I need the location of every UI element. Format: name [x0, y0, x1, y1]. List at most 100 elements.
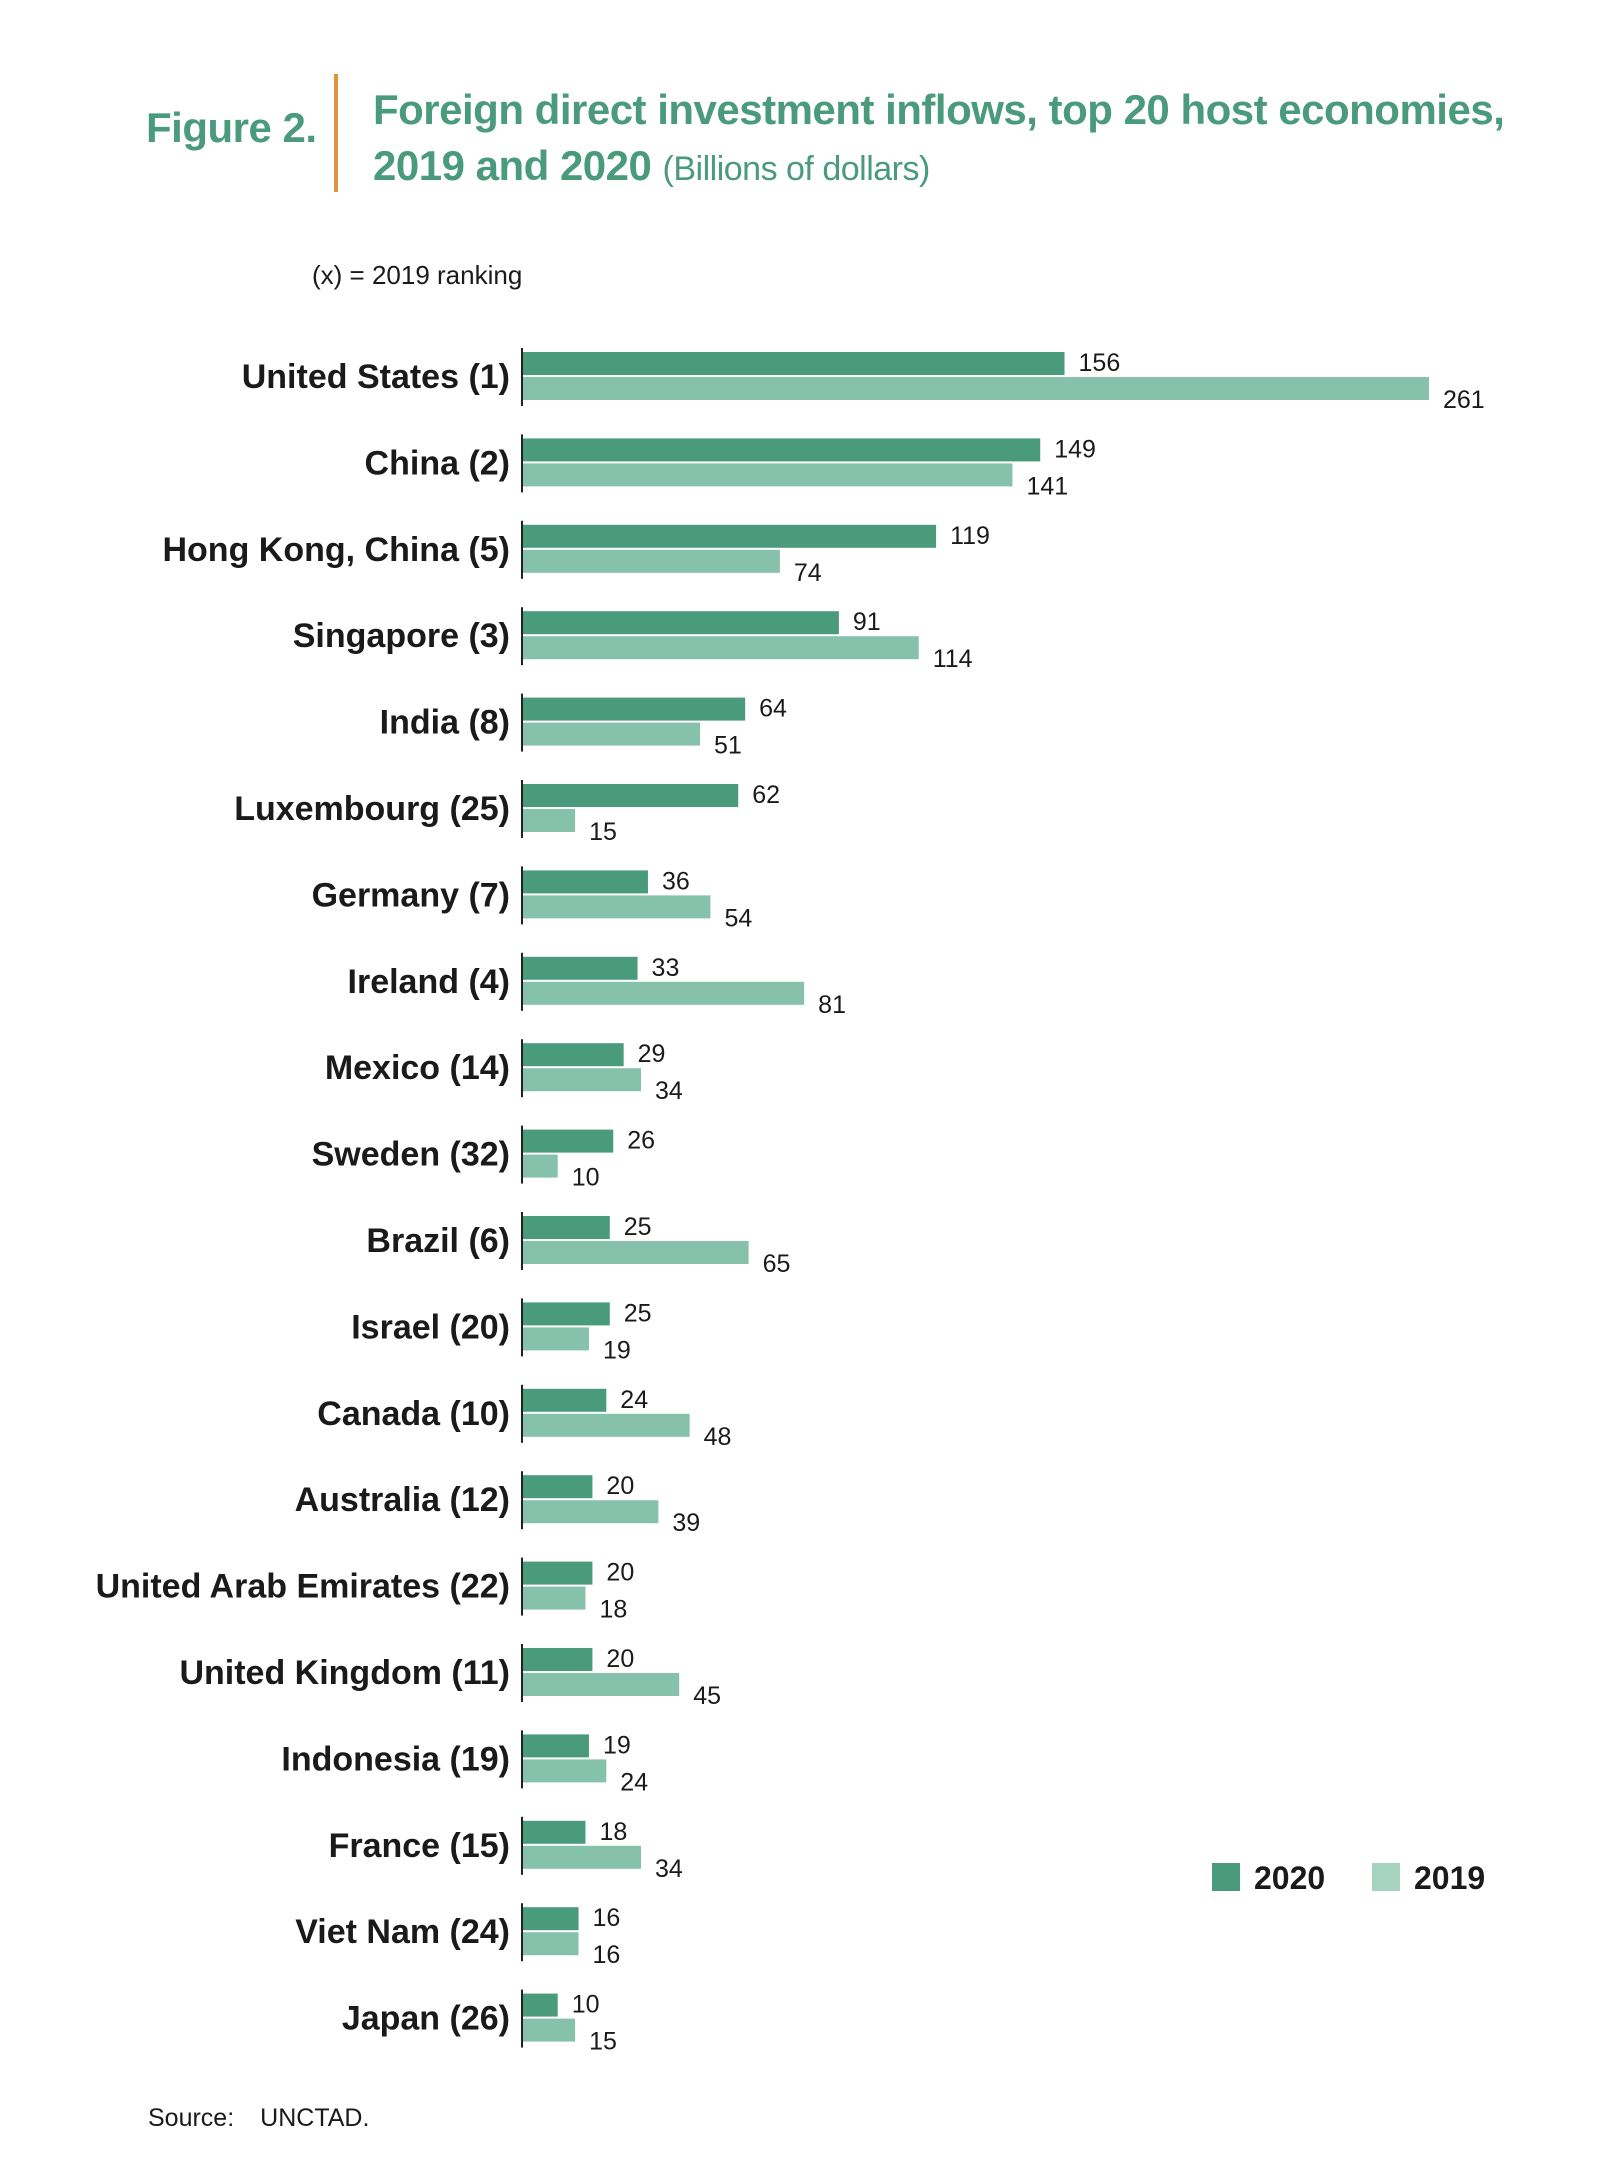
bar-2019-germany-7 [523, 895, 711, 919]
value-label-2020-hong-kong-china-5: 119 [950, 522, 990, 550]
category-label-france-15: France (15) [329, 1827, 510, 1865]
value-label-2019-china-2: 141 [1026, 472, 1068, 500]
value-label-2019-brazil-6: 65 [763, 1250, 791, 1278]
category-label-united-kingdom-11: United Kingdom (11) [179, 1654, 510, 1692]
bar-2019-mexico-14 [523, 1068, 642, 1092]
bar-2020-singapore-3 [523, 611, 839, 635]
value-label-2020-germany-7: 36 [662, 867, 690, 895]
title-divider [334, 74, 338, 192]
value-label-2019-luxembourg-25: 15 [589, 818, 617, 846]
bar-2020-sweden-32 [523, 1129, 614, 1153]
value-label-2019-sweden-32: 10 [572, 1164, 600, 1192]
value-label-2020-china-2: 149 [1054, 435, 1096, 463]
value-label-2020-viet-nam-24: 16 [593, 1904, 621, 1932]
bar-2020-india-8 [523, 697, 746, 721]
bar-2020-luxembourg-25 [523, 784, 739, 807]
legend-swatch-2019 [1372, 1863, 1400, 1891]
value-label-2020-singapore-3: 91 [853, 608, 881, 636]
legend-label-2020: 2020 [1254, 1860, 1325, 1896]
value-label-2019-united-states-1: 261 [1443, 386, 1485, 414]
bar-2020-china-2 [523, 438, 1041, 462]
bar-2019-china-2 [523, 463, 1013, 487]
value-label-2019-india-8: 51 [714, 732, 742, 760]
value-label-2019-japan-26: 15 [589, 2028, 617, 2056]
bar-2019-hong-kong-china-5 [523, 549, 780, 573]
bar-2019-canada-10 [523, 1413, 690, 1437]
value-label-2019-united-kingdom-11: 45 [693, 1682, 721, 1710]
category-label-luxembourg-25: Luxembourg (25) [234, 790, 510, 828]
bar-2020-indonesia-19 [523, 1734, 589, 1758]
category-label-japan-26: Japan (26) [342, 2000, 510, 2038]
title-unit: (Billions of dollars) [662, 150, 931, 188]
category-label-germany-7: Germany (7) [312, 876, 510, 914]
category-label-indonesia-19: Indonesia (19) [281, 1740, 510, 1778]
bar-2020-viet-nam-24 [523, 1907, 579, 1931]
source-label: Source: [148, 2104, 235, 2132]
bar-2020-united-arab-emirates-22 [523, 1561, 593, 1585]
category-label-canada-10: Canada (10) [317, 1395, 510, 1433]
category-label-australia-12: Australia (12) [295, 1481, 510, 1519]
value-label-2019-ireland-4: 81 [818, 991, 846, 1019]
value-label-2019-singapore-3: 114 [933, 645, 973, 673]
bar-2019-united-states-1 [523, 377, 1429, 400]
value-label-2020-japan-26: 10 [572, 1991, 600, 2019]
value-label-2020-united-arab-emirates-22: 20 [606, 1559, 634, 1587]
bar-2019-australia-12 [523, 1500, 659, 1524]
value-label-2020-australia-12: 20 [606, 1472, 634, 1500]
category-label-mexico-14: Mexico (14) [325, 1049, 510, 1087]
title-line-1: Foreign direct investment inflows, top 2… [373, 86, 1505, 133]
value-label-2019-united-arab-emirates-22: 18 [599, 1596, 627, 1624]
category-label-israel-20: Israel (20) [351, 1308, 510, 1346]
value-label-2020-israel-20: 25 [624, 1299, 652, 1327]
figure-label: Figure 2. [146, 104, 317, 151]
bar-2019-united-arab-emirates-22 [523, 1586, 586, 1610]
bar-2019-indonesia-19 [523, 1759, 607, 1783]
title-line-2: 2019 and 2020 [373, 142, 652, 189]
value-label-2020-brazil-6: 25 [624, 1213, 652, 1241]
value-label-2019-germany-7: 54 [724, 904, 752, 932]
bar-2019-france-15 [523, 1845, 642, 1869]
source-note: Source: UNCTAD. [148, 2104, 369, 2133]
category-label-viet-nam-24: Viet Nam (24) [295, 1913, 510, 1951]
value-label-2019-israel-20: 19 [603, 1336, 631, 1364]
legend-label-2019: 2019 [1414, 1860, 1485, 1896]
value-label-2019-canada-10: 48 [704, 1423, 732, 1451]
bar-2020-israel-20 [523, 1302, 610, 1326]
value-label-2020-sweden-32: 26 [627, 1127, 655, 1155]
bar-2019-singapore-3 [523, 636, 919, 660]
value-label-2020-united-kingdom-11: 20 [606, 1645, 634, 1673]
bar-2019-luxembourg-25 [523, 809, 576, 832]
bar-2020-australia-12 [523, 1475, 593, 1499]
bar-2019-israel-20 [523, 1327, 589, 1351]
bar-2020-united-states-1 [523, 352, 1065, 375]
source-value: UNCTAD. [260, 2104, 370, 2132]
bar-2019-brazil-6 [523, 1241, 749, 1264]
value-label-2020-india-8: 64 [759, 695, 787, 723]
value-label-2020-indonesia-19: 19 [603, 1731, 631, 1759]
category-label-united-arab-emirates-22: United Arab Emirates (22) [96, 1568, 510, 1606]
bar-2020-canada-10 [523, 1388, 607, 1412]
bar-2020-france-15 [523, 1820, 586, 1844]
bar-2020-united-kingdom-11 [523, 1648, 593, 1671]
bar-2019-india-8 [523, 722, 701, 746]
category-label-hong-kong-china-5: Hong Kong, China (5) [162, 531, 510, 569]
category-label-india-8: India (8) [380, 704, 510, 742]
value-label-2019-australia-12: 39 [672, 1509, 700, 1537]
bar-2020-germany-7 [523, 870, 648, 894]
ranking-note: (x) = 2019 ranking [312, 260, 523, 290]
category-label-singapore-3: Singapore (3) [293, 617, 510, 655]
bar-2020-japan-26 [523, 1993, 558, 2017]
value-label-2020-ireland-4: 33 [652, 954, 680, 982]
value-label-2020-mexico-14: 29 [638, 1040, 666, 1068]
bar-2019-ireland-4 [523, 981, 805, 1005]
value-label-2019-hong-kong-china-5: 74 [794, 559, 822, 587]
value-label-2019-viet-nam-24: 16 [593, 1941, 621, 1969]
category-label-united-states-1: United States (1) [242, 358, 510, 396]
category-label-brazil-6: Brazil (6) [366, 1222, 510, 1260]
category-label-sweden-32: Sweden (32) [312, 1136, 510, 1174]
legend-swatch-2020 [1212, 1863, 1240, 1891]
bar-2020-ireland-4 [523, 956, 638, 980]
bar-2020-brazil-6 [523, 1216, 610, 1239]
chart-title: Foreign direct investment inflows, top 2… [373, 82, 1553, 197]
